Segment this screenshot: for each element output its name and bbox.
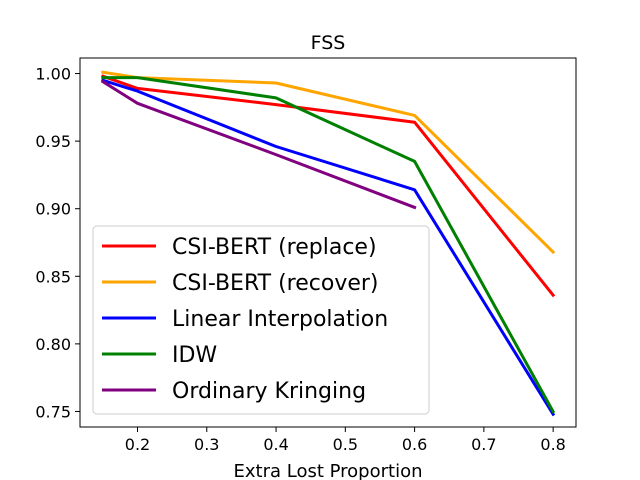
plot-frame bbox=[79, 57, 577, 428]
x-tick-label: 0.4 bbox=[263, 435, 288, 454]
x-tick-label: 0.2 bbox=[125, 435, 150, 454]
y-tick-label: 1.00 bbox=[35, 65, 71, 84]
series-line-5 bbox=[100, 79, 417, 210]
x-tick-label: 0.3 bbox=[194, 435, 219, 454]
x-axis-label: Extra Lost Proportion bbox=[234, 461, 423, 480]
x-tick-label: 0.6 bbox=[402, 435, 427, 454]
legend-label-3: Linear Interpolation bbox=[172, 307, 388, 332]
series-line-2 bbox=[101, 70, 556, 255]
legend-label-4: IDW bbox=[172, 343, 217, 368]
legend-label-5: Ordinary Kringing bbox=[172, 379, 366, 404]
y-tick-label: 0.95 bbox=[35, 132, 71, 151]
series-line-4 bbox=[101, 76, 556, 414]
series-line-1 bbox=[100, 74, 556, 298]
series-layer bbox=[100, 70, 556, 417]
x-tick-label: 0.8 bbox=[540, 435, 565, 454]
x-tick-label: 0.7 bbox=[471, 435, 496, 454]
legend: CSI-BERT (replace) CSI-BERT (recover) Line… bbox=[92, 225, 430, 415]
y-tick-label: 0.90 bbox=[35, 200, 71, 219]
y-tick-label: 0.85 bbox=[35, 267, 71, 286]
chart-title: FSS bbox=[311, 32, 346, 54]
legend-label-1: CSI-BERT (replace) bbox=[172, 235, 377, 260]
x-axis-ticks: 0.2 0.3 0.4 0.5 0.6 0.7 0.8 bbox=[125, 427, 566, 454]
legend-label-2: CSI-BERT (recover) bbox=[172, 271, 379, 296]
y-tick-label: 0.80 bbox=[35, 335, 71, 354]
x-tick-label: 0.5 bbox=[333, 435, 358, 454]
y-tick-label: 0.75 bbox=[35, 402, 71, 421]
legend-box bbox=[92, 225, 430, 415]
y-axis-ticks: 0.75 0.80 0.85 0.90 0.95 1.00 bbox=[35, 65, 80, 421]
series-line-3 bbox=[101, 78, 556, 417]
